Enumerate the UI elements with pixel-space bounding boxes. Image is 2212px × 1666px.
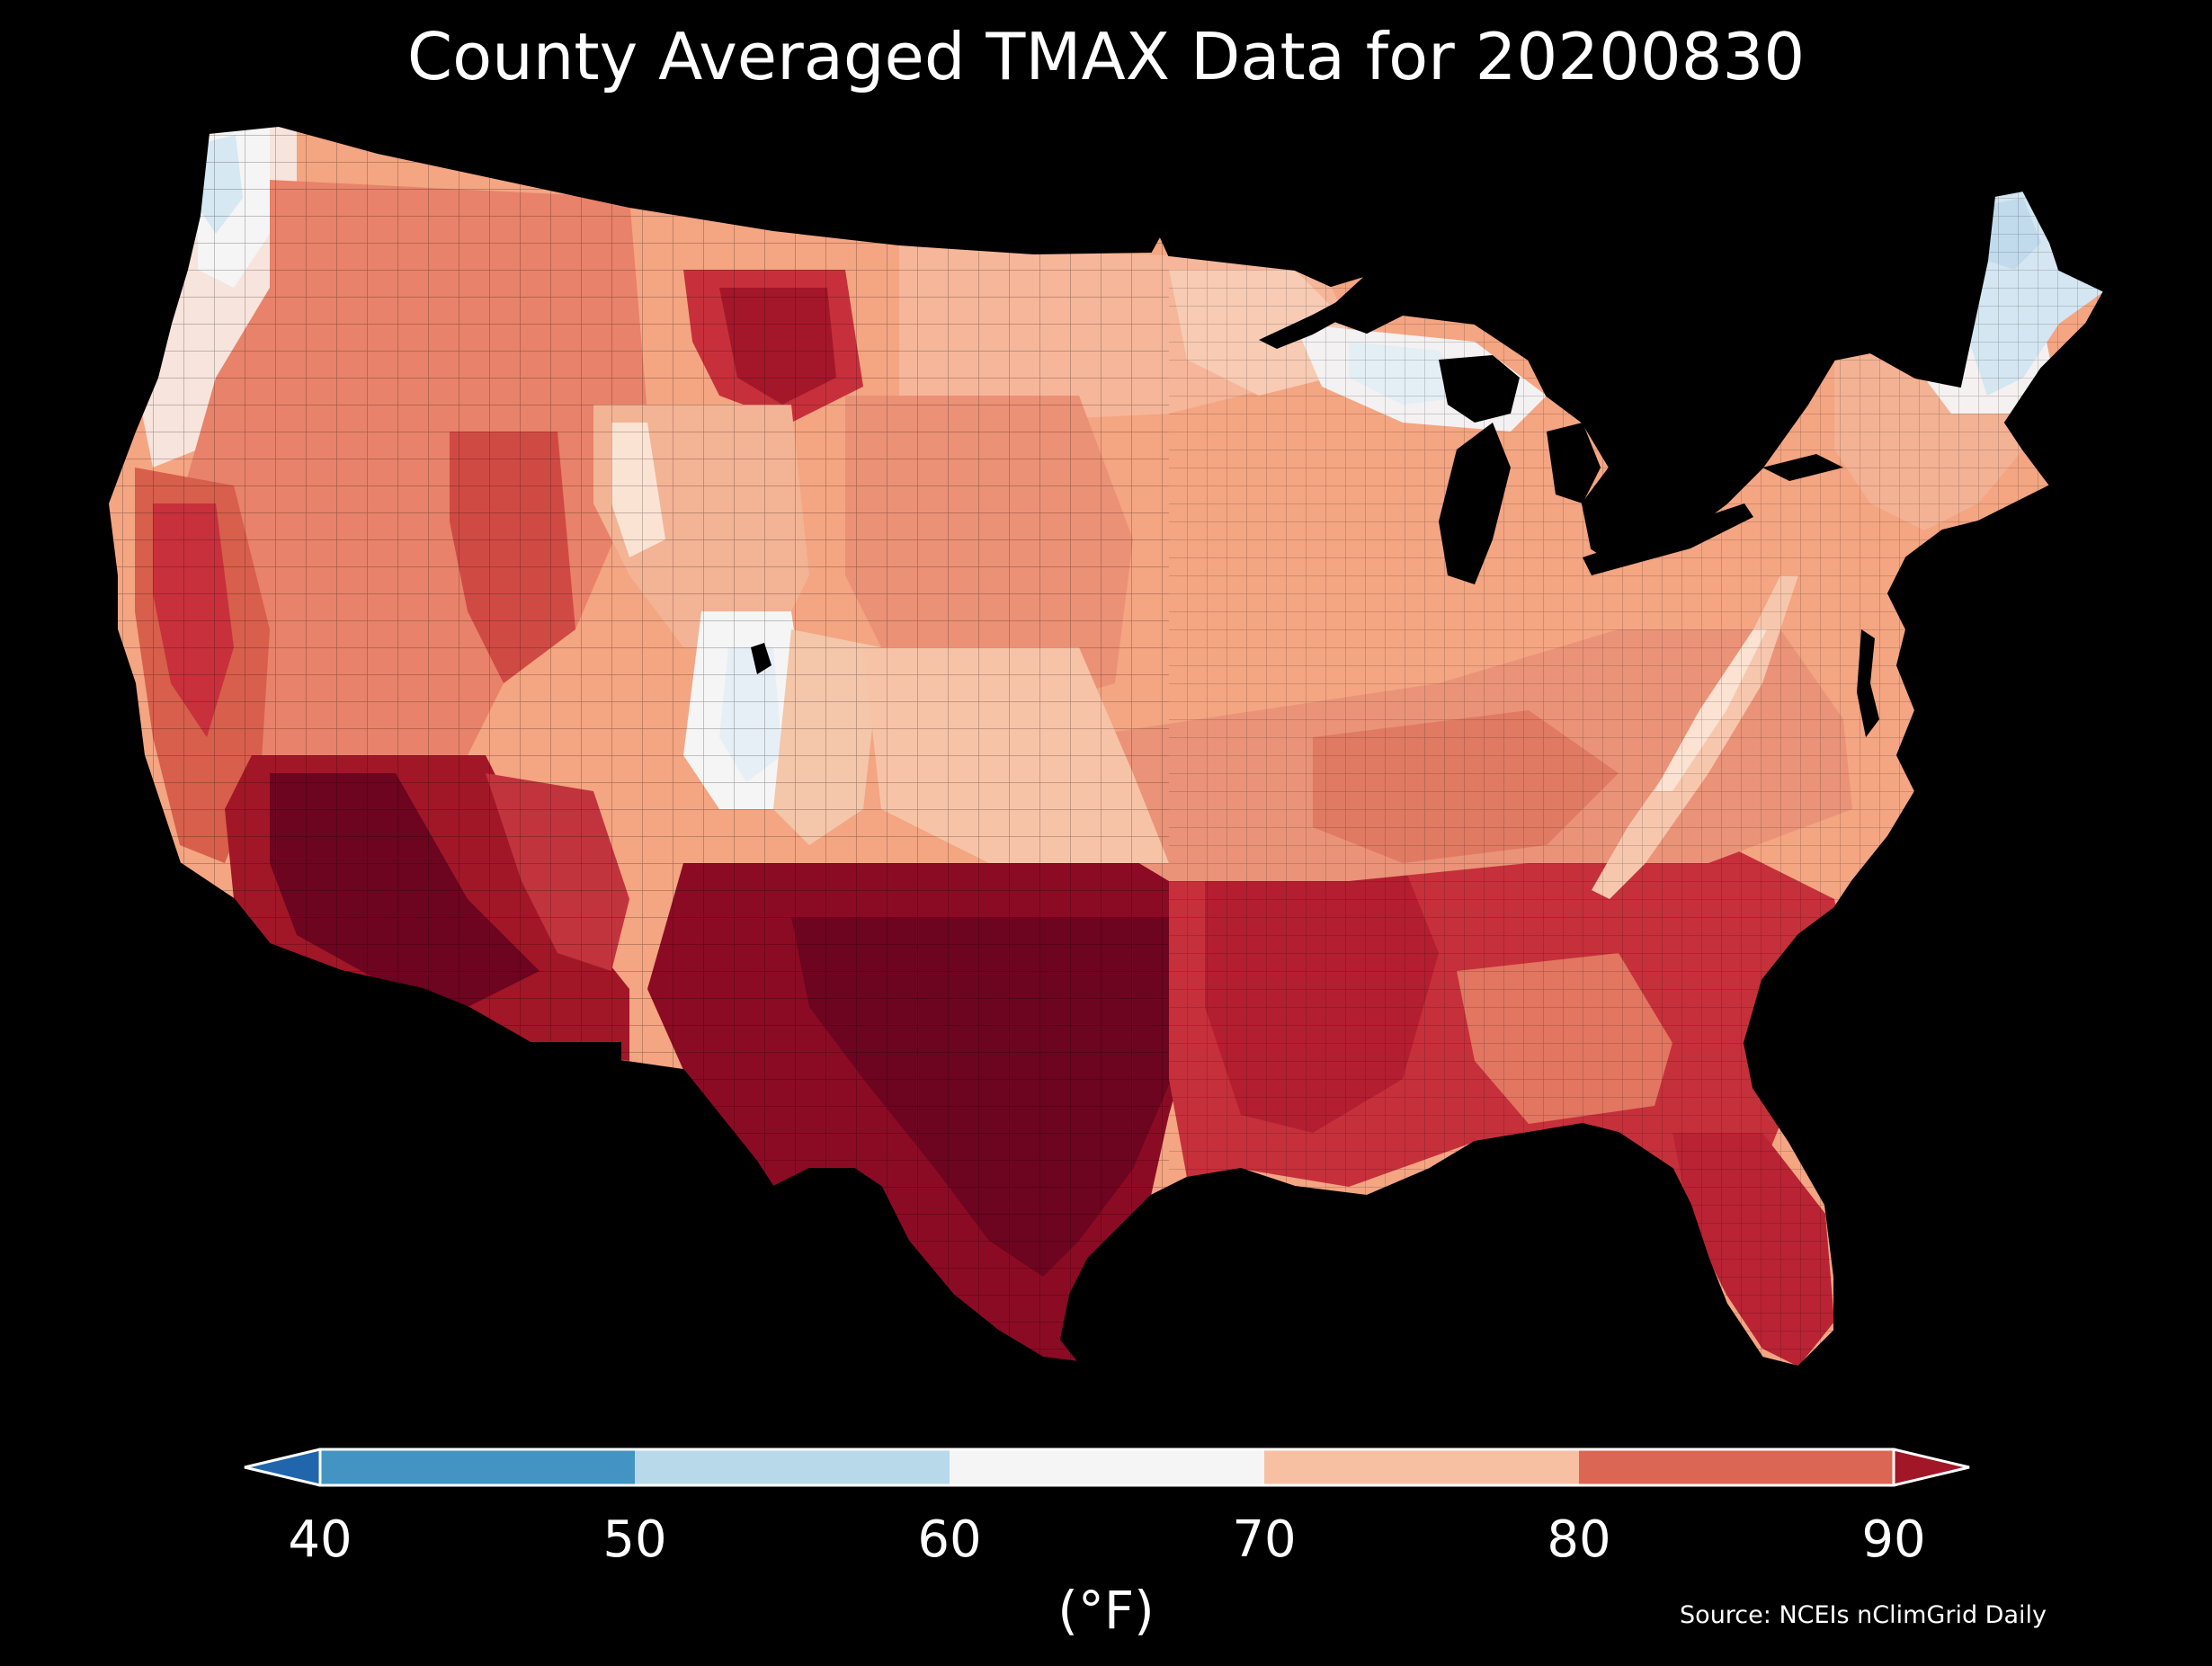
colorbar-bin-1 [635, 1449, 950, 1485]
great-salt-lake [751, 643, 772, 674]
lake-ontario [1762, 454, 1843, 481]
colorbar-tick-label: 80 [1547, 1510, 1611, 1569]
colorbar-tick-label: 40 [288, 1510, 352, 1569]
colorbar-under-arrow [245, 1449, 320, 1485]
colorbar-bin-2 [950, 1449, 1264, 1485]
lake-superior-east [1439, 355, 1520, 423]
colorbar-arrow-frame-right [1893, 1448, 1970, 1487]
colorbar-bin-0 [320, 1449, 635, 1485]
map-title: County Averaged TMAX Data for 20200830 [406, 19, 1806, 94]
colorbar-arrow-frame [244, 1448, 321, 1487]
source-credit: Source: NCEIs nClimGrid Daily [1680, 1601, 2047, 1629]
colorbar-frame [318, 1448, 1895, 1487]
colorbar-bin-4 [1579, 1449, 1894, 1485]
lake-huron [1547, 423, 1601, 503]
colorbar-tick-label: 90 [1861, 1510, 1926, 1569]
colorbar-bins [320, 1449, 1894, 1485]
colorbar-tick-label: 60 [917, 1510, 982, 1569]
colorbar-unit-label: (°F) [1057, 1580, 1155, 1641]
colorbar-bin-3 [1264, 1449, 1579, 1485]
chesapeake-bay [1857, 629, 1879, 737]
lake-michigan [1439, 423, 1511, 584]
colorbar-tick-label: 50 [602, 1510, 667, 1569]
colorbar-over-arrow [1894, 1449, 1969, 1485]
colorbar-tick-label: 70 [1232, 1510, 1297, 1569]
